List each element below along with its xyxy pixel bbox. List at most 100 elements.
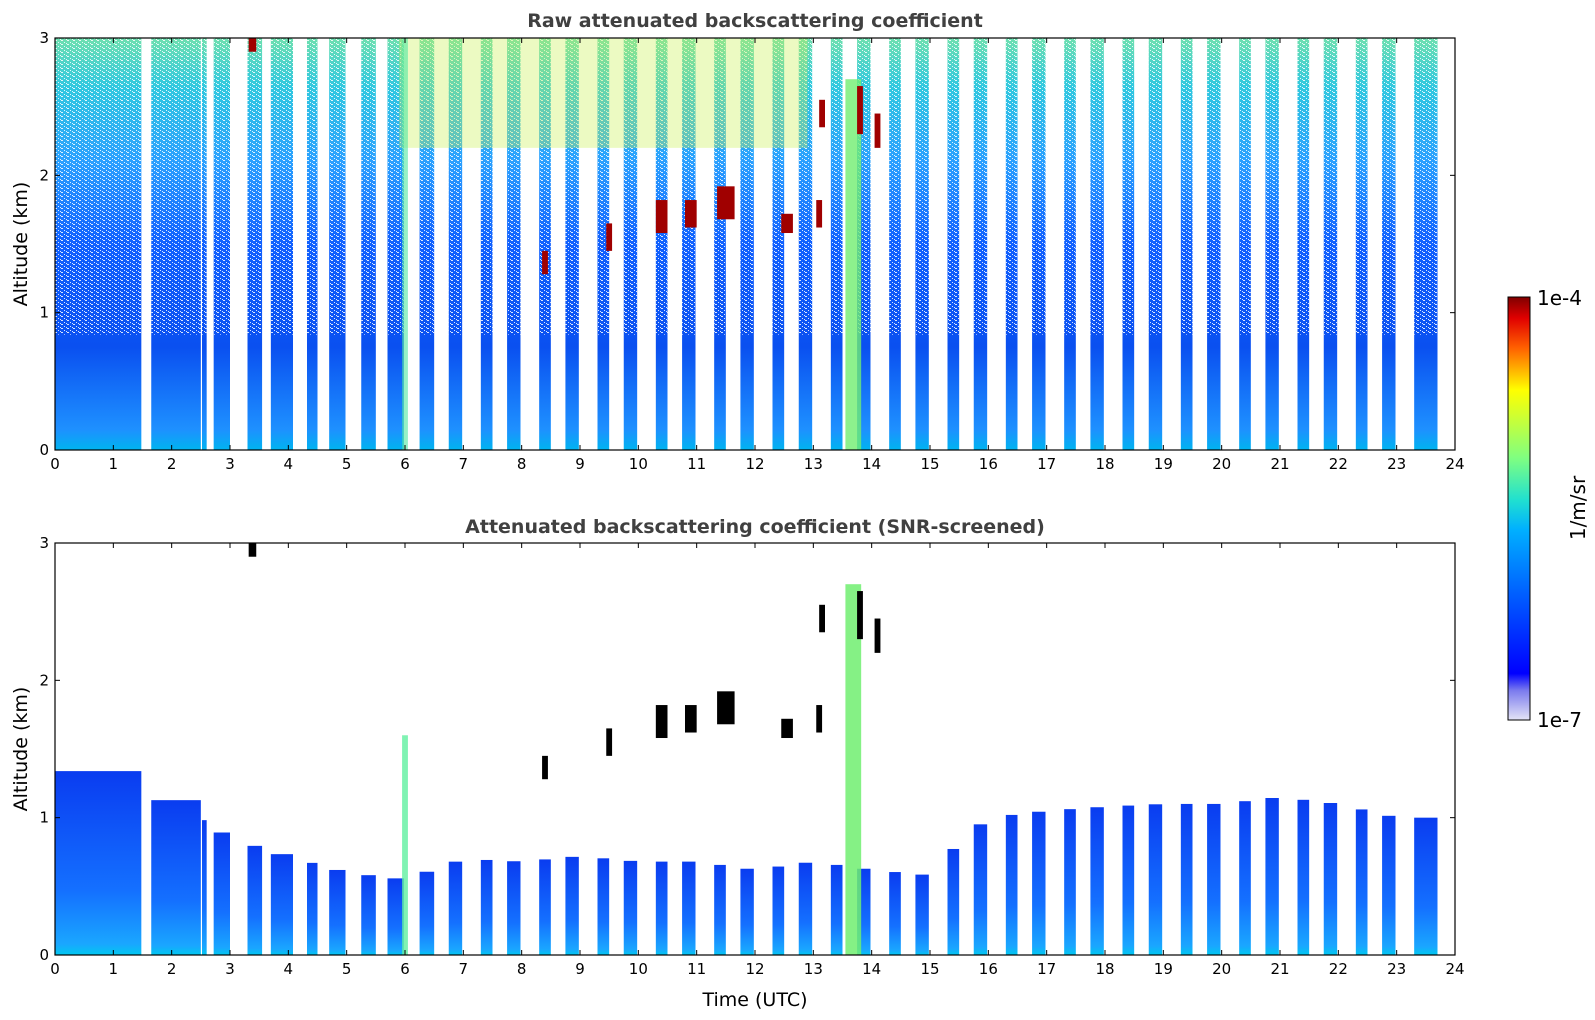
noise-speckle [361,38,376,335]
cloud-layer [874,618,881,653]
noise-speckle [973,38,988,335]
screened-profile-column [307,862,318,955]
screened-profile-column [1355,809,1368,955]
x-tick-label: 11 [687,455,706,473]
noise-speckle [1207,38,1221,335]
screened-profile-column [798,862,813,955]
noise-speckle [1180,38,1193,335]
x-tick-label: 6 [400,455,410,473]
noise-speckle [55,38,142,335]
screened-profile-column [270,854,293,955]
cloud-layer [857,86,863,135]
cloud-layer [781,718,793,739]
x-tick-label: 7 [459,960,469,978]
x-tick-label: 3 [225,960,235,978]
x-tick-label: 15 [920,960,939,978]
screened-profile-column [1090,807,1104,955]
noise-speckle [307,38,318,335]
cloud-layer [542,250,548,275]
noise-speckle [565,38,579,335]
noise-speckle [1122,38,1135,335]
cloud-layer [655,705,668,739]
x-tick-label: 5 [342,455,352,473]
cloud-layer [248,543,257,557]
screened-profile-column [419,871,435,955]
raw-backscatter-panel: Raw attenuated backscattering coefficien… [10,10,1465,473]
y-tick-label: 0 [39,946,49,964]
cloud-layer [819,604,825,633]
plume-streak [402,38,408,450]
noise-speckle [1355,38,1368,335]
screened-profile-column [539,859,551,955]
x-axis-label: Time (UTC) [701,989,807,1011]
x-tick-label: 13 [804,455,823,473]
screened-profile-column [387,878,404,955]
noise-speckle [623,38,638,335]
screened-profile-column [1180,803,1193,955]
screened-profile-column [329,869,346,955]
screened-profile-column [740,868,754,955]
screened-profile-column [448,861,463,955]
cloud-layer [606,728,613,756]
x-tick-label: 22 [1329,455,1348,473]
top-axis-ticks: 0 1 2 3 4 5 6 7 8 9 10 11 12 13 14 15 16 17 18 19 20 21 22 23 24… [39,29,1464,473]
x-tick-label: 19 [1154,960,1173,978]
noise-speckle [597,38,610,335]
x-tick-label: 17 [1037,960,1056,978]
x-tick-label: 12 [745,455,764,473]
noise-speckle [1265,38,1279,335]
x-tick-label: 12 [745,960,764,978]
x-tick-label: 4 [284,960,294,978]
bottom-heatmap [55,543,1438,955]
screened-profile-column [1297,799,1310,955]
x-tick-label: 5 [342,960,352,978]
plume-streak [402,735,408,955]
y-tick-label: 1 [39,304,49,322]
x-tick-label: 9 [575,960,585,978]
x-tick-label: 3 [225,455,235,473]
y-tick-label: 2 [39,166,49,184]
screened-profile-column [623,860,638,955]
x-tick-label: 10 [629,455,648,473]
x-tick-label: 15 [920,455,939,473]
noise-speckle [740,38,754,335]
x-tick-label: 13 [804,960,823,978]
screened-profile-column [682,861,696,955]
colorbar-gradient [1507,296,1531,721]
screened-profile-column [507,861,521,955]
screened-profile-column [1265,797,1279,955]
x-tick-label: 8 [517,960,527,978]
x-tick-label: 0 [50,960,60,978]
x-tick-label: 16 [979,960,998,978]
noise-speckle [1005,38,1018,335]
screened-profile-column [1005,814,1018,955]
x-tick-label: 17 [1037,455,1056,473]
screened-profile-column [1414,817,1438,955]
screened-profile-column [55,771,142,955]
x-tick-label: 20 [1212,960,1231,978]
screened-profile-column [1323,803,1338,955]
screened-profile-column [1032,811,1046,955]
top-panel-title: Raw attenuated backscattering coefficien… [527,10,983,32]
noise-speckle [1382,38,1396,335]
noise-speckle [151,38,201,335]
cloud-layer [874,113,881,148]
x-tick-label: 1 [109,960,119,978]
cloud-layer [542,755,548,780]
x-tick-label: 18 [1095,455,1114,473]
cloud-layer [717,186,735,220]
screened-profile-column [151,800,201,955]
top-heatmap [55,38,1438,450]
screened-profile-column [655,861,668,955]
bottom-axis-ticks: 0 1 2 3 4 5 6 7 8 9 10 11 12 13 14 15 16 17 18 19 20 21 22 23 24… [39,534,1464,978]
noise-speckle [1239,38,1251,335]
noise-speckle [1032,38,1046,335]
cloud-layer [717,691,735,725]
noise-speckle [329,38,346,335]
noise-speckle [798,38,813,335]
noise-speckle [387,38,404,335]
noise-speckle [1090,38,1104,335]
noise-speckle [1297,38,1310,335]
cloud-layer [685,705,697,733]
x-tick-label: 22 [1329,960,1348,978]
